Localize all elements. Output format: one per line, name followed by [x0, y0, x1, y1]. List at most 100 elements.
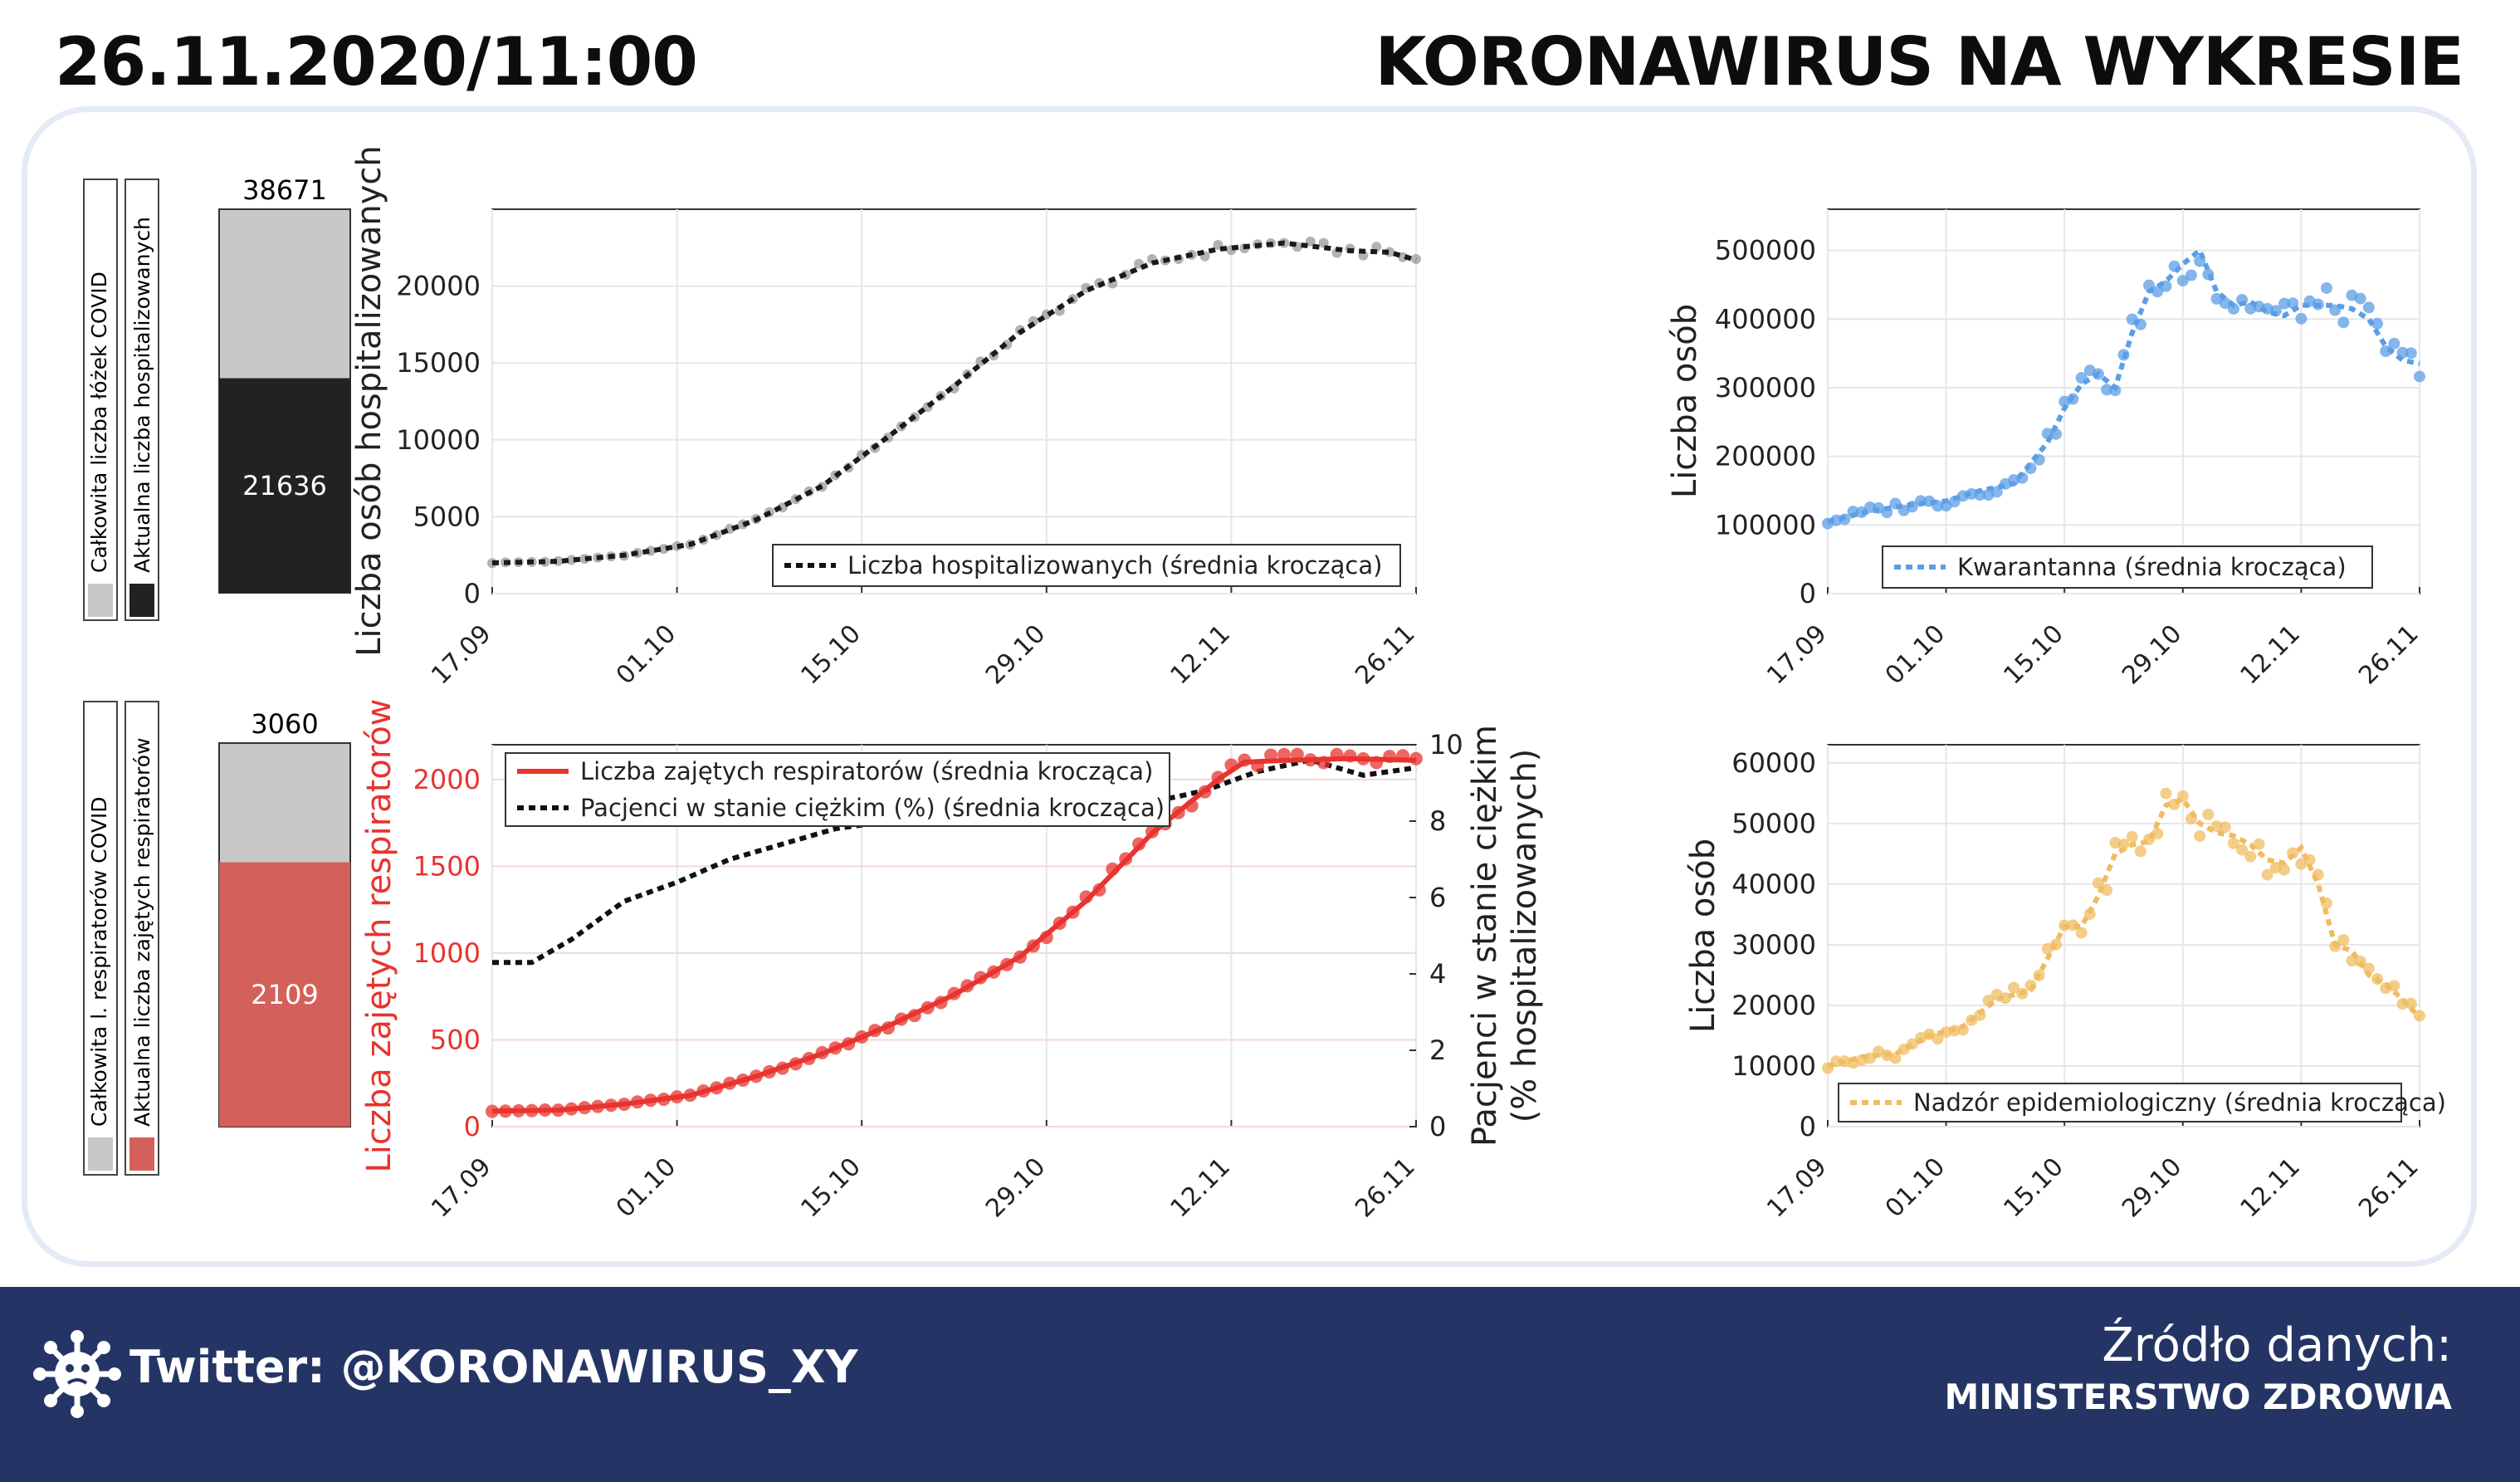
x-tick-label: 17.09	[1761, 1152, 1832, 1223]
legend-label: Nadzór epidemiologiczny (średnia krocząc…	[1913, 1088, 2446, 1117]
data-point	[2236, 844, 2249, 856]
data-point	[2160, 787, 2172, 800]
y-right-tick-label: 8	[1429, 805, 1446, 837]
y-right-tick-label: 0	[1429, 1111, 1446, 1142]
x-tick-label: 01.10	[1880, 619, 1951, 690]
hospitalized-chart: 17.09 01.10 15.10 29.10 12.11 26.11 0 5000 10000…	[350, 145, 1421, 690]
y-tick-label: 1500	[413, 850, 481, 882]
y-tick-label: 20000	[1731, 990, 1816, 1021]
x-tick-label: 01.10	[1880, 1152, 1951, 1223]
legend-label: Kwarantanna (średnia krocząca)	[1957, 553, 2347, 581]
y-axis-label: Liczba zajętych respiratorów	[360, 698, 398, 1172]
total-beds-value: 38671	[242, 174, 327, 206]
data-point	[2371, 317, 2384, 330]
x-tick-label: 12.11	[2235, 1152, 2306, 1223]
y-axis-label: Liczba osób	[1666, 304, 1704, 498]
y-right-tick-label: 6	[1429, 882, 1446, 913]
legend-box	[505, 752, 1170, 827]
data-point	[2337, 934, 2350, 946]
y-tick-label: 200000	[1715, 441, 1816, 472]
data-point	[2185, 269, 2197, 281]
data-point	[1966, 487, 1978, 500]
data-point	[1932, 1033, 1944, 1045]
data-point	[2151, 828, 2164, 840]
y-right-tick-label: 2	[1429, 1034, 1446, 1066]
x-tick-label: 17.09	[426, 1152, 496, 1223]
data-point	[2151, 286, 2164, 298]
x-tick-label: 12.11	[1165, 619, 1236, 690]
y-tick-label: 2000	[413, 764, 481, 795]
y-tick-label: 0	[464, 1111, 481, 1142]
y-tick-label: 0	[464, 578, 481, 609]
legend-box	[1838, 1083, 2402, 1123]
legend-frame	[125, 179, 159, 621]
source-label: Źródło danych:	[2102, 1318, 2452, 1372]
page-title: KORONAWIRUS NA WYKRESIE	[1375, 23, 2464, 100]
x-tick-label: 29.10	[980, 619, 1051, 690]
y-tick-label: 500000	[1715, 235, 1816, 267]
x-tick-label: 15.10	[1998, 619, 2068, 690]
occupied-beds-value: 21636	[242, 470, 327, 501]
data-point	[2337, 316, 2350, 329]
x-tick-label: 26.11	[1350, 1152, 1420, 1223]
y-tick-label: 0	[1800, 578, 1816, 609]
data-point	[2388, 337, 2400, 350]
y-tick-label: 20000	[396, 271, 481, 302]
plot-area	[1827, 208, 2420, 594]
legend-frame	[83, 701, 118, 1176]
hospital-summary: Całkowita liczba łóżek COVID Aktualna li…	[83, 174, 351, 621]
occupied-respirators-bar	[219, 862, 350, 1127]
y-axis-label: Liczba osób	[1684, 839, 1722, 1033]
respirator-point	[486, 1104, 499, 1118]
legend-label-current: Aktualna liczba hospitalizowanych	[130, 217, 154, 573]
data-point	[2075, 927, 2088, 939]
x-tick-label: 01.10	[611, 619, 681, 690]
y-tick-label: 0	[1800, 1111, 1816, 1142]
data-point	[2134, 845, 2146, 858]
data-point	[2117, 839, 2130, 851]
data-point	[2194, 830, 2206, 843]
x-tick-label: 29.10	[980, 1152, 1051, 1223]
plot-area	[491, 208, 1417, 594]
y-tick-label: 60000	[1731, 747, 1816, 779]
data-point	[2362, 301, 2375, 314]
twitter-handle[interactable]: Twitter: @KORONAWIRUS_XY	[129, 1341, 858, 1393]
data-point	[2227, 837, 2239, 849]
series-line	[1827, 246, 2420, 525]
x-tick-label: 15.10	[795, 619, 866, 690]
y-right-axis-label: (% hospitalizowanych)	[1506, 749, 1544, 1123]
quarantine-chart: 17.09 01.10 15.10 29.10 12.11 26.11 0 100000 200…	[1666, 208, 2425, 690]
data-point	[2202, 809, 2215, 821]
y-tick-label: 15000	[396, 347, 481, 379]
data-point	[2176, 275, 2189, 287]
y-axis-label: Liczba osób hospitalizowanych	[350, 145, 388, 657]
y-tick-label: 40000	[1731, 868, 1816, 900]
legend-box	[1882, 545, 2373, 589]
y-tick-label: 10000	[1731, 1050, 1816, 1082]
data-point	[2261, 868, 2273, 881]
y-right-tick-label: 4	[1429, 958, 1446, 990]
y-right-axis-label: Pacjenci w stanie ciężkim	[1466, 725, 1504, 1147]
y-tick-label: 300000	[1715, 372, 1816, 404]
data-point	[1411, 253, 1421, 264]
series-line	[1827, 796, 2422, 1069]
x-tick-label: 12.11	[2235, 619, 2306, 690]
data-point	[2101, 384, 2113, 396]
data-point	[2219, 297, 2231, 310]
data-point	[2244, 850, 2257, 863]
y-right-tick-label: 10	[1429, 729, 1463, 761]
x-tick-label: 29.10	[2117, 1152, 2187, 1223]
data-point	[2126, 830, 2138, 843]
y-tick-label: 30000	[1731, 929, 1816, 961]
virus-icon	[33, 1330, 121, 1418]
x-tick-label: 15.10	[1998, 1152, 2068, 1223]
data-point	[2414, 370, 2425, 383]
source-name: MINISTERSTWO ZDROWIA	[1944, 1377, 2452, 1417]
y-tick-label: 5000	[413, 501, 481, 532]
occupied-beds-bar	[219, 378, 350, 593]
data-point	[2320, 281, 2332, 294]
date-time: 26.11.2020/11:00	[55, 23, 698, 100]
legend-swatch-current	[129, 1137, 154, 1171]
legend-swatch-total	[88, 584, 113, 617]
